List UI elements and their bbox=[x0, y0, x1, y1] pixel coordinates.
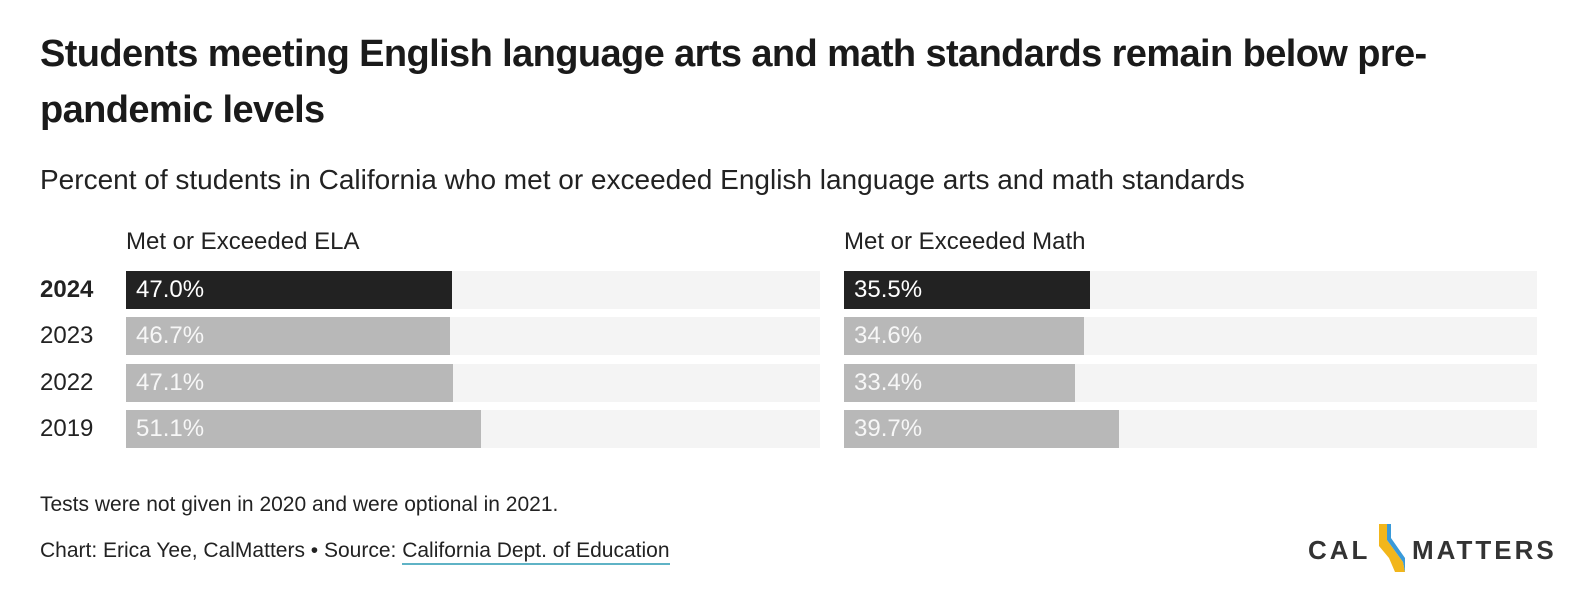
bar-value-label: 47.0% bbox=[136, 276, 205, 303]
bar-math-2024[interactable]: 35.5% bbox=[844, 271, 1090, 309]
bar-ela-2019[interactable]: 51.1% bbox=[126, 409, 481, 448]
year-label-2022: 2022 bbox=[40, 368, 94, 396]
logo-text-cal: CAL bbox=[1308, 535, 1371, 565]
bar-track: 34.6% bbox=[844, 317, 1537, 356]
california-state-icon bbox=[1379, 524, 1405, 572]
bar-value-label: 35.5% bbox=[854, 276, 923, 303]
year-label-2023: 2023 bbox=[40, 322, 94, 350]
logo-text-matters: MATTERS bbox=[1412, 535, 1557, 565]
bar-track: 39.7% bbox=[844, 409, 1537, 448]
bar-value-label: 39.7% bbox=[854, 414, 923, 442]
year-label-2019: 2019 bbox=[40, 414, 94, 442]
chart-credit: Chart: Erica Yee, CalMatters • Source: C… bbox=[40, 534, 670, 568]
chart-subtitle: Percent of students in California who me… bbox=[40, 164, 1245, 195]
bar-track: 46.7% bbox=[126, 317, 820, 356]
bar-value-label: 34.6% bbox=[854, 322, 923, 350]
chart-title: Students meeting English language arts a… bbox=[40, 33, 1427, 131]
calmatters-logo[interactable]: CAL MATTERS bbox=[1308, 520, 1554, 580]
bar-ela-2024[interactable]: 47.0% bbox=[126, 271, 453, 309]
bar-track: 51.1% bbox=[126, 409, 820, 448]
credit-text: Chart: Erica Yee, CalMatters • Source: bbox=[40, 539, 403, 562]
bar-math-2023[interactable]: 34.6% bbox=[844, 317, 1084, 356]
bar-ela-2022[interactable]: 47.1% bbox=[126, 363, 453, 402]
bar-value-label: 47.1% bbox=[136, 368, 205, 396]
panel-title-math: Met or Exceeded Math bbox=[844, 228, 1086, 255]
panel-title-ela: Met or Exceeded ELA bbox=[126, 228, 360, 255]
bar-track: 35.5% bbox=[844, 271, 1537, 309]
bar-ela-2023[interactable]: 46.7% bbox=[126, 317, 451, 356]
bar-value-label: 51.1% bbox=[136, 414, 205, 442]
year-label-2024: 2024 bbox=[40, 276, 94, 303]
bar-value-label: 46.7% bbox=[136, 322, 205, 350]
bar-math-2022[interactable]: 33.4% bbox=[844, 363, 1076, 402]
bar-track: 33.4% bbox=[844, 363, 1537, 402]
chart-note: Tests were not given in 2020 and were op… bbox=[40, 493, 559, 516]
bar-value-label: 33.4% bbox=[854, 368, 923, 396]
bar-math-2019[interactable]: 39.7% bbox=[844, 409, 1120, 448]
bar-track: 47.0% bbox=[126, 271, 820, 309]
source-link[interactable]: California Dept. of Education bbox=[402, 539, 670, 565]
bar-track: 47.1% bbox=[126, 363, 820, 402]
